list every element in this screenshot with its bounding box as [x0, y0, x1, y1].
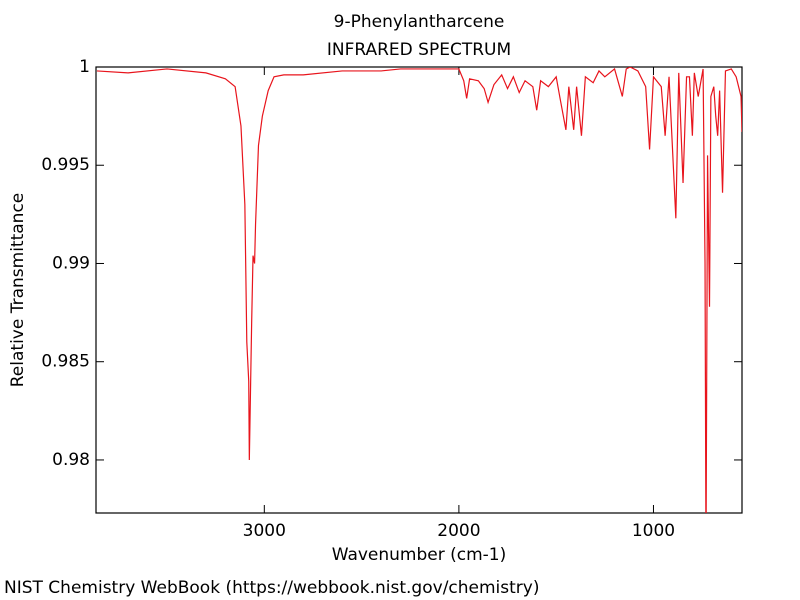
y-tick-label: 0.99 — [52, 253, 90, 273]
y-tick-label: 0.98 — [52, 450, 90, 470]
y-tick-label: 0.985 — [41, 352, 90, 372]
chart-title: 9-Phenylantharcene — [334, 12, 505, 32]
x-tick-label: 3000 — [243, 521, 286, 541]
source-note: NIST Chemistry WebBook (https://webbook.… — [4, 578, 539, 598]
x-tick-label: 2000 — [437, 521, 480, 541]
plot-frame — [95, 66, 743, 514]
x-axis-label: Wavenumber (cm-1) — [332, 545, 507, 565]
y-tick-label: 0.995 — [41, 155, 90, 175]
chart-subtitle: INFRARED SPECTRUM — [327, 40, 511, 60]
y-tick-label: 1 — [79, 57, 90, 77]
y-axis-label: Relative Transmittance — [8, 193, 28, 388]
spectrum-line — [96, 67, 742, 513]
x-tick-label: 1000 — [632, 521, 675, 541]
